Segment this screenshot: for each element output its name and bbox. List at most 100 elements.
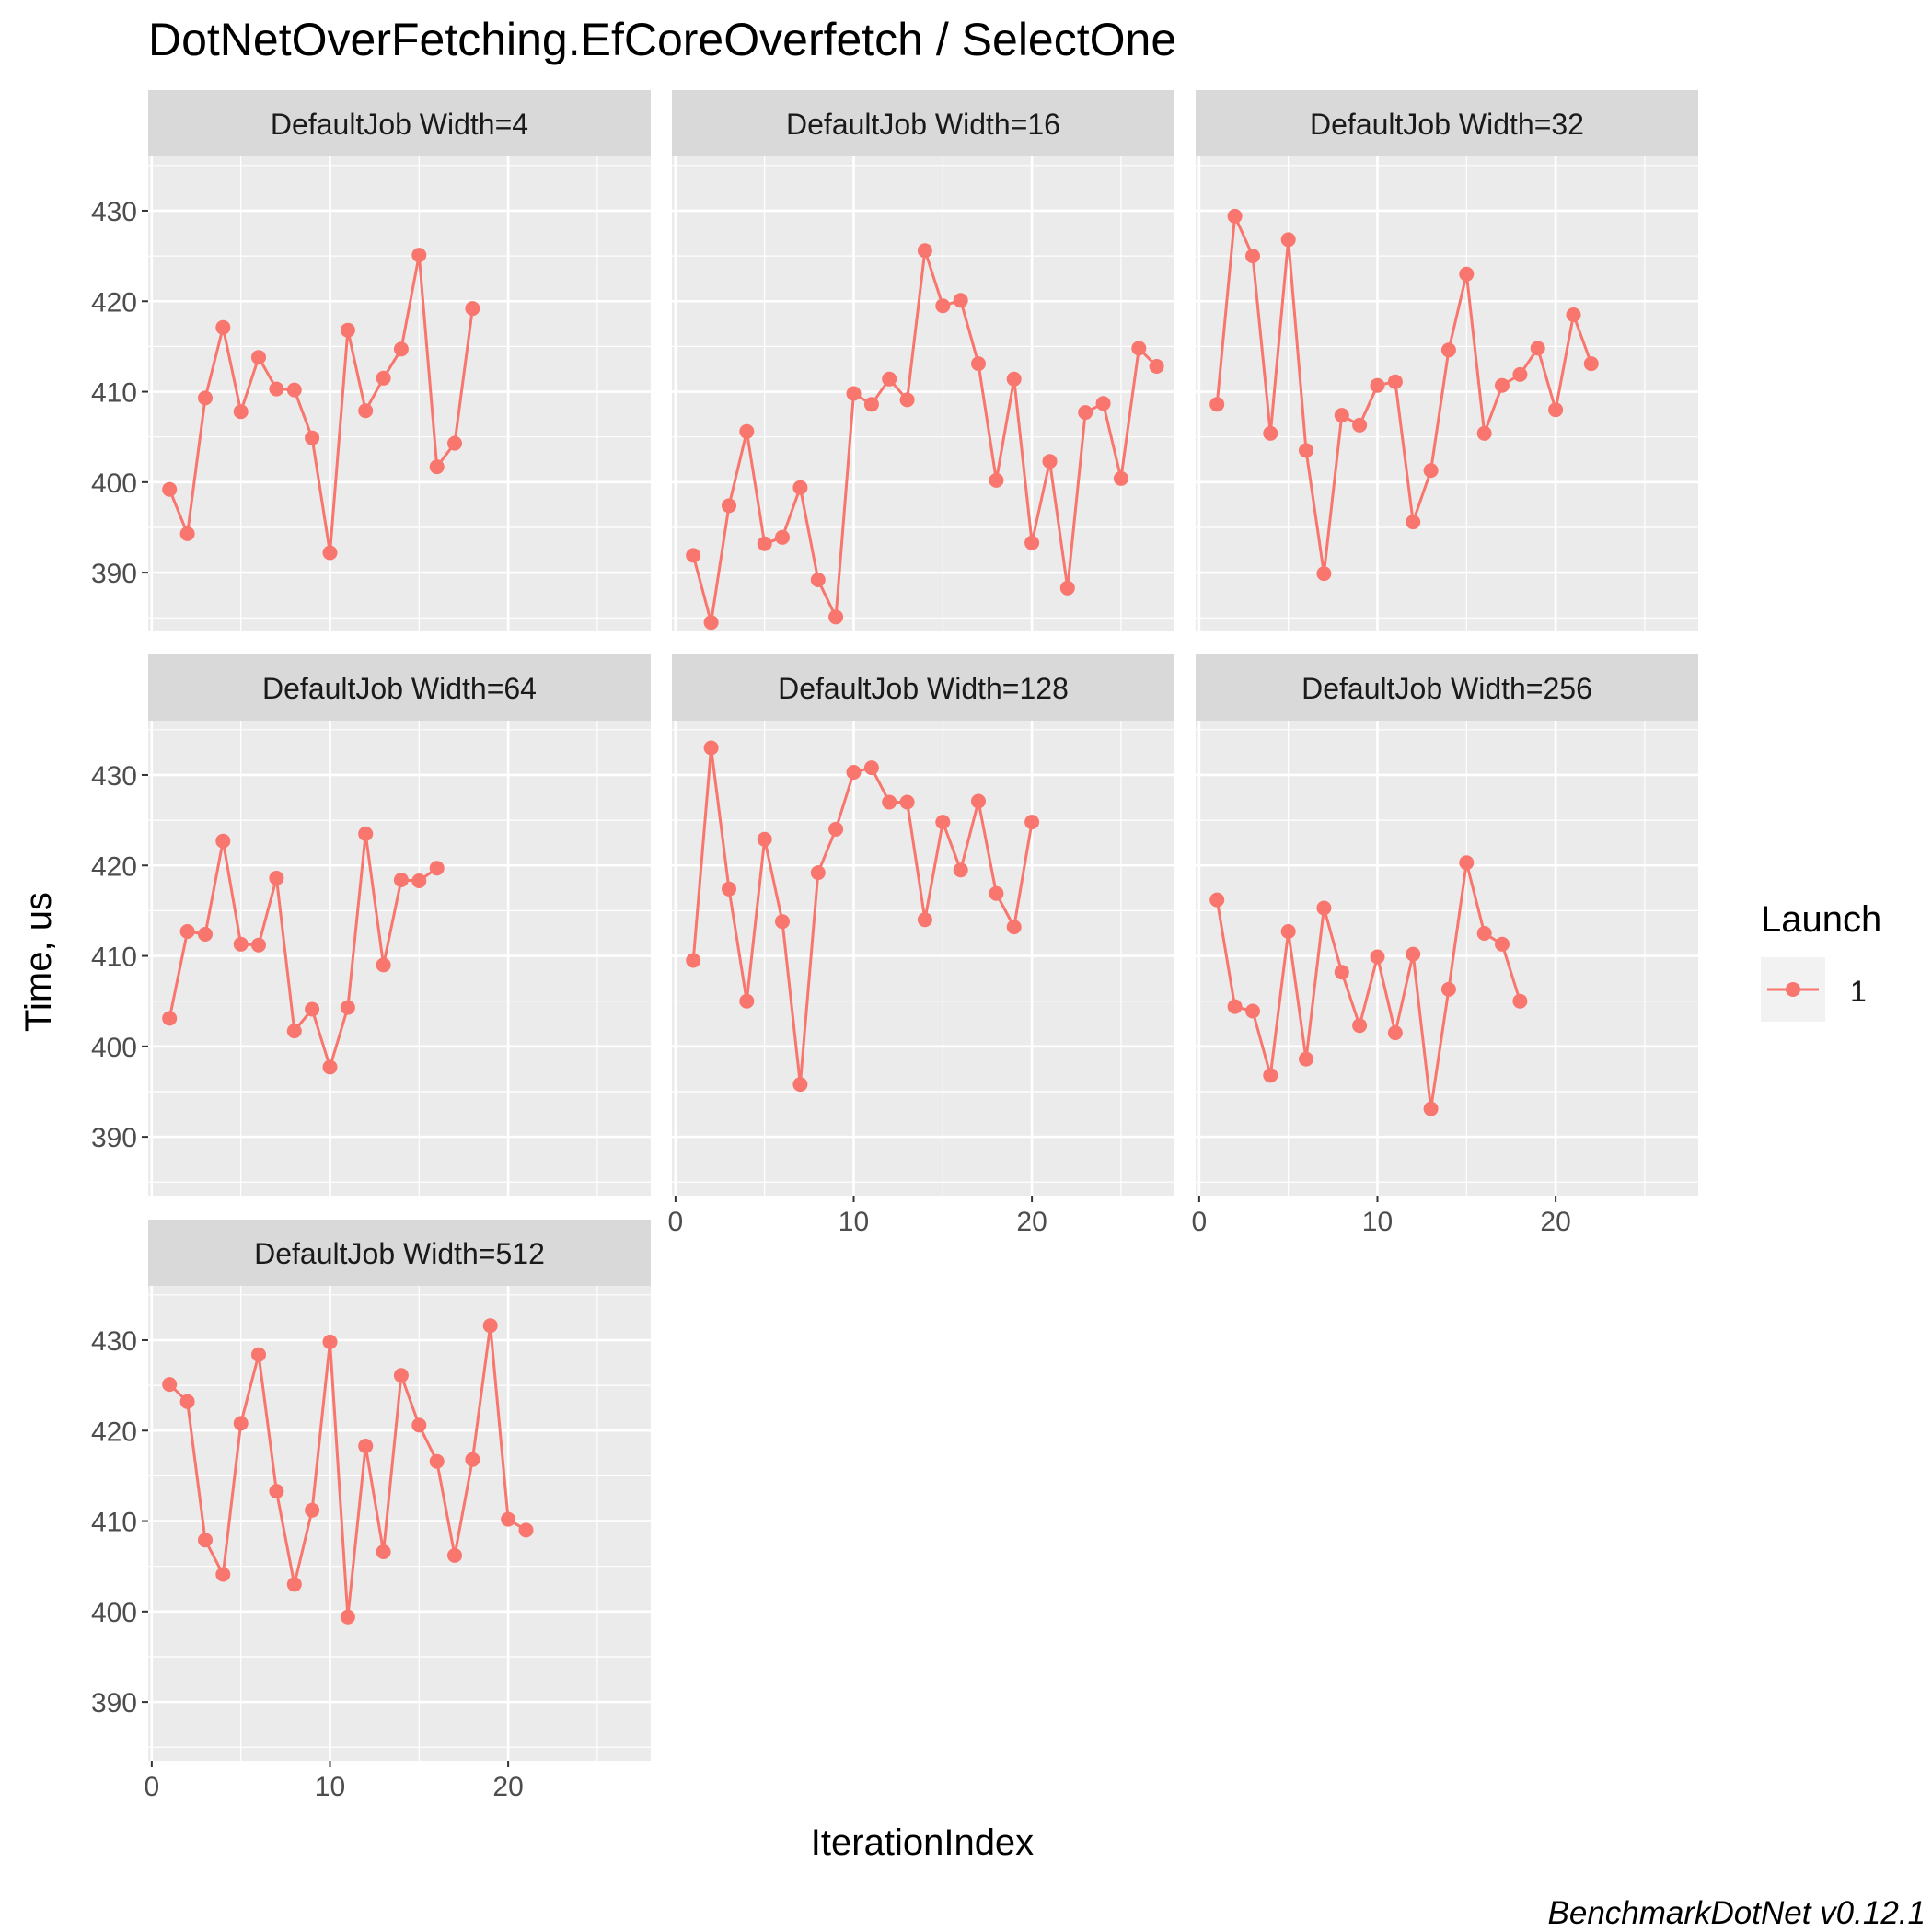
x-axis-title: IterationIndex (811, 1822, 1034, 1863)
y-tick-label: 410 (91, 1508, 137, 1538)
data-point (863, 760, 879, 776)
data-point (1227, 999, 1243, 1014)
facet-panel: DefaultJob Width=4 390 400 410 420 430 (91, 90, 651, 631)
data-point (989, 472, 1004, 488)
data-point (518, 1522, 534, 1538)
series-line (168, 254, 474, 553)
x-tick-label: 10 (1362, 1207, 1393, 1237)
data-point (1095, 396, 1111, 411)
facet-strip-label: DefaultJob Width=64 (262, 672, 537, 705)
data-point (1006, 371, 1022, 387)
facet-strip (1196, 654, 1698, 721)
facet-panel: DefaultJob Width=256 0 10 20 (1192, 654, 1698, 1237)
data-point (393, 341, 409, 357)
y-tick-label: 390 (91, 1123, 137, 1153)
data-point (286, 1577, 302, 1592)
data-point (971, 793, 986, 809)
data-point (810, 865, 826, 881)
panel-background (148, 721, 651, 1196)
x-tick-label: 20 (1540, 1207, 1570, 1237)
data-point (810, 573, 826, 587)
facet-strip-label: DefaultJob Width=32 (1310, 108, 1584, 141)
data-point (953, 862, 968, 878)
data-point (1059, 580, 1075, 596)
data-point (1280, 232, 1296, 248)
facet-strip (672, 654, 1174, 721)
data-point (953, 293, 968, 308)
facet-panel: DefaultJob Width=128 0 10 20 (668, 654, 1174, 1237)
data-point (340, 1609, 355, 1625)
facet-panel: DefaultJob Width=32 (1196, 90, 1698, 631)
data-point (1548, 402, 1564, 418)
data-point (269, 381, 284, 397)
data-point (792, 480, 808, 495)
y-axis-title: Time, us (18, 892, 59, 1032)
data-point (198, 390, 213, 406)
data-point (411, 873, 427, 888)
data-point (501, 1511, 516, 1527)
data-point (846, 765, 862, 780)
data-point (429, 861, 445, 876)
data-point (215, 319, 231, 335)
data-point (305, 430, 320, 445)
x-tick-label: 0 (145, 1772, 160, 1802)
data-point (251, 937, 266, 953)
facet-strip-label: DefaultJob Width=128 (778, 672, 1069, 705)
data-point (198, 1533, 213, 1548)
data-point (863, 397, 879, 412)
data-point (739, 993, 755, 1009)
data-point (1299, 443, 1313, 458)
data-point (1476, 926, 1492, 941)
data-point (233, 936, 249, 952)
data-point (305, 1001, 320, 1017)
x-tick-label: 0 (1192, 1207, 1208, 1237)
data-point (393, 1368, 409, 1383)
data-point (233, 404, 249, 420)
data-point (757, 536, 772, 551)
series-line (1215, 211, 1593, 574)
data-point (1459, 855, 1475, 871)
data-point (429, 459, 445, 475)
panel-background (1196, 721, 1698, 1196)
data-point (322, 1334, 338, 1349)
data-point (1387, 374, 1403, 389)
data-point (1006, 920, 1022, 935)
y-tick-label: 390 (91, 559, 137, 589)
data-point (1316, 900, 1332, 916)
data-point (1042, 454, 1058, 469)
data-point (322, 545, 338, 561)
facet-strip (148, 90, 651, 156)
data-point (1113, 470, 1128, 486)
series-line (168, 833, 438, 1072)
x-tick-label: 0 (668, 1207, 684, 1237)
data-point (1459, 266, 1475, 282)
data-point (1209, 892, 1225, 908)
data-point (269, 871, 284, 885)
data-point (465, 1452, 480, 1467)
data-point (935, 815, 951, 830)
data-point (722, 498, 736, 514)
data-point (411, 248, 427, 263)
data-point (1209, 397, 1225, 412)
facet-panel: DefaultJob Width=512 390 400 410 420 430 0 10 20 (91, 1220, 651, 1802)
facet-panel: DefaultJob Width=64 390 400 410 420 430 (91, 654, 651, 1196)
facet-panels: DefaultJob Width=4390400410420430Default… (91, 90, 1698, 1802)
data-point (828, 821, 844, 837)
facet-panel: DefaultJob Width=16 (672, 90, 1174, 631)
data-point (1245, 249, 1260, 264)
data-point (917, 912, 932, 928)
facet-strip-label: DefaultJob Width=4 (271, 108, 528, 141)
data-point (162, 1377, 178, 1393)
y-tick-label: 430 (91, 197, 137, 227)
data-point (1423, 1101, 1439, 1116)
y-tick-label: 400 (91, 469, 137, 499)
data-point (1406, 946, 1421, 962)
data-point (358, 826, 374, 841)
data-point (899, 794, 915, 810)
y-tick-label: 430 (91, 1326, 137, 1357)
data-point (1387, 1025, 1403, 1041)
data-point (882, 794, 897, 810)
data-point (971, 356, 986, 372)
data-point (233, 1416, 249, 1431)
